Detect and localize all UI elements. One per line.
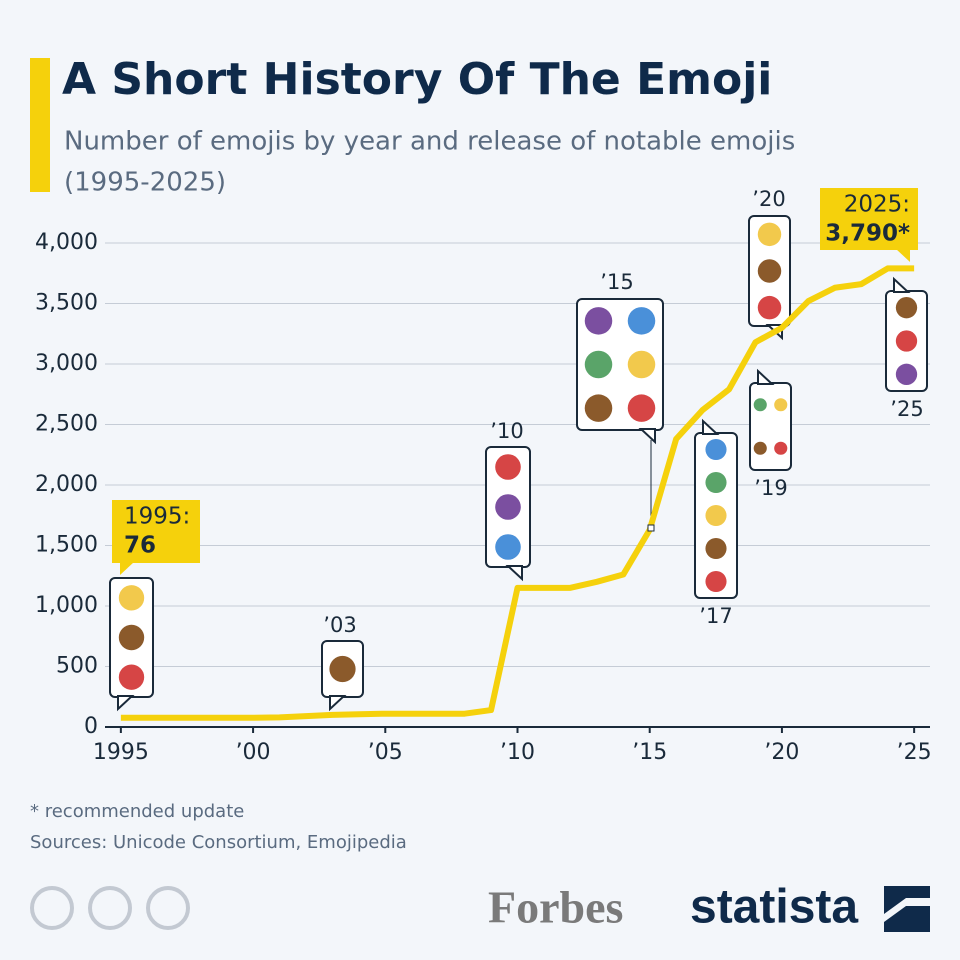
emoji-callout: ’03 <box>321 613 364 712</box>
emoji-icon <box>705 438 727 461</box>
callout-year: ’20 <box>752 187 785 211</box>
emoji-callout: ’25 <box>885 276 928 421</box>
callout-label: 1995: <box>124 504 190 530</box>
emoji-icon <box>705 504 727 527</box>
callout-label: 2025: <box>844 192 910 218</box>
callout-year: ’15 <box>600 270 633 294</box>
value-callout: 2025: 3,790* <box>820 188 918 262</box>
y-tick-label: 500 <box>56 654 98 679</box>
callout-year: ’17 <box>699 604 732 628</box>
y-tick-label: 2,000 <box>35 472 98 497</box>
callout-tail <box>893 276 911 293</box>
y-tick-label: 3,000 <box>35 351 98 376</box>
y-tick-label: 2,500 <box>35 412 98 437</box>
x-tick-label: ’10 <box>500 740 535 765</box>
emoji-callout: ’19 <box>749 368 792 500</box>
x-tick-label: ’00 <box>236 740 271 765</box>
emoji-icon <box>774 398 788 412</box>
callout-tail <box>757 368 775 385</box>
callout-tail <box>505 565 523 582</box>
source: Sources: Unicode Consortium, Emojipedia <box>30 832 407 853</box>
callout-year: ’03 <box>323 613 356 637</box>
y-tick-label: 3,500 <box>35 291 98 316</box>
emoji-callout: ’15 <box>576 270 664 445</box>
footnote: * recommended update <box>30 801 244 822</box>
title-bar <box>30 58 50 192</box>
license-icons <box>30 886 190 930</box>
callout-year: ’19 <box>754 476 787 500</box>
x-tick-label: ’05 <box>368 740 403 765</box>
x-tick-label: ’15 <box>632 740 667 765</box>
emoji-icon <box>757 222 782 247</box>
emoji-icon <box>329 655 356 683</box>
emoji-icon <box>584 350 613 379</box>
emoji-icon <box>495 454 521 480</box>
emoji-icon <box>118 664 145 690</box>
emoji-icon <box>495 534 521 560</box>
callout-value: 76 <box>124 533 156 559</box>
statista-icon <box>884 886 930 932</box>
emoji-icon <box>495 494 521 520</box>
y-tick-label: 0 <box>84 714 98 739</box>
callout-tail <box>896 249 910 262</box>
emoji-icon <box>757 295 782 320</box>
emoji-icon <box>627 350 656 379</box>
x-tick-label: 1995 <box>93 740 149 765</box>
x-tick-label: ’25 <box>897 740 932 765</box>
emoji-icon <box>705 471 727 494</box>
forbes-logo: Forbes <box>488 882 623 933</box>
callout-year: ’25 <box>890 397 923 421</box>
line <box>120 265 915 721</box>
emoji-callout: ’10 <box>485 419 531 582</box>
callout-tail <box>120 562 134 575</box>
callout-tail <box>117 695 135 712</box>
emoji-icon <box>584 307 613 335</box>
emoji-icon <box>753 441 767 455</box>
callout-tail <box>702 418 720 435</box>
emoji-icon <box>627 307 656 335</box>
emoji-icon <box>705 570 727 593</box>
value-callout: 1995: 76 <box>112 500 200 575</box>
callout-box <box>749 382 792 471</box>
emoji-icon <box>895 297 918 319</box>
subtitle: (1995-2025) <box>64 168 226 198</box>
emoji-icon <box>895 330 918 352</box>
y-tick-label: 4,000 <box>35 230 98 255</box>
y-tick-label: 1,000 <box>35 593 98 618</box>
emoji-callout: ’20 <box>748 187 791 341</box>
y-tick-label: 1,500 <box>35 533 98 558</box>
emoji-icon <box>774 441 788 455</box>
callout-box <box>820 188 918 250</box>
callout-year: ’10 <box>490 419 523 443</box>
point-marker <box>647 524 655 532</box>
emoji-icon <box>895 363 918 386</box>
x-tick-label: ’20 <box>764 740 799 765</box>
emoji-icon <box>118 585 145 611</box>
callout-value: 3,790* <box>825 221 910 247</box>
emoji-icon <box>753 398 767 412</box>
emoji-icon <box>757 259 782 283</box>
emoji-icon <box>584 394 613 422</box>
chart-title: A Short History Of The Emoji <box>62 54 772 105</box>
subtitle: Number of emojis by year and release of … <box>64 127 795 157</box>
emoji-icon <box>705 537 727 560</box>
callout-tail <box>329 695 347 712</box>
callout-box <box>112 500 200 563</box>
statista-logo: statista <box>690 881 858 934</box>
emoji-callout <box>109 577 154 712</box>
emoji-icon <box>118 624 145 651</box>
emoji-callout: ’17 <box>694 418 738 628</box>
emoji-icon <box>627 394 656 422</box>
callout-tail <box>638 428 656 445</box>
